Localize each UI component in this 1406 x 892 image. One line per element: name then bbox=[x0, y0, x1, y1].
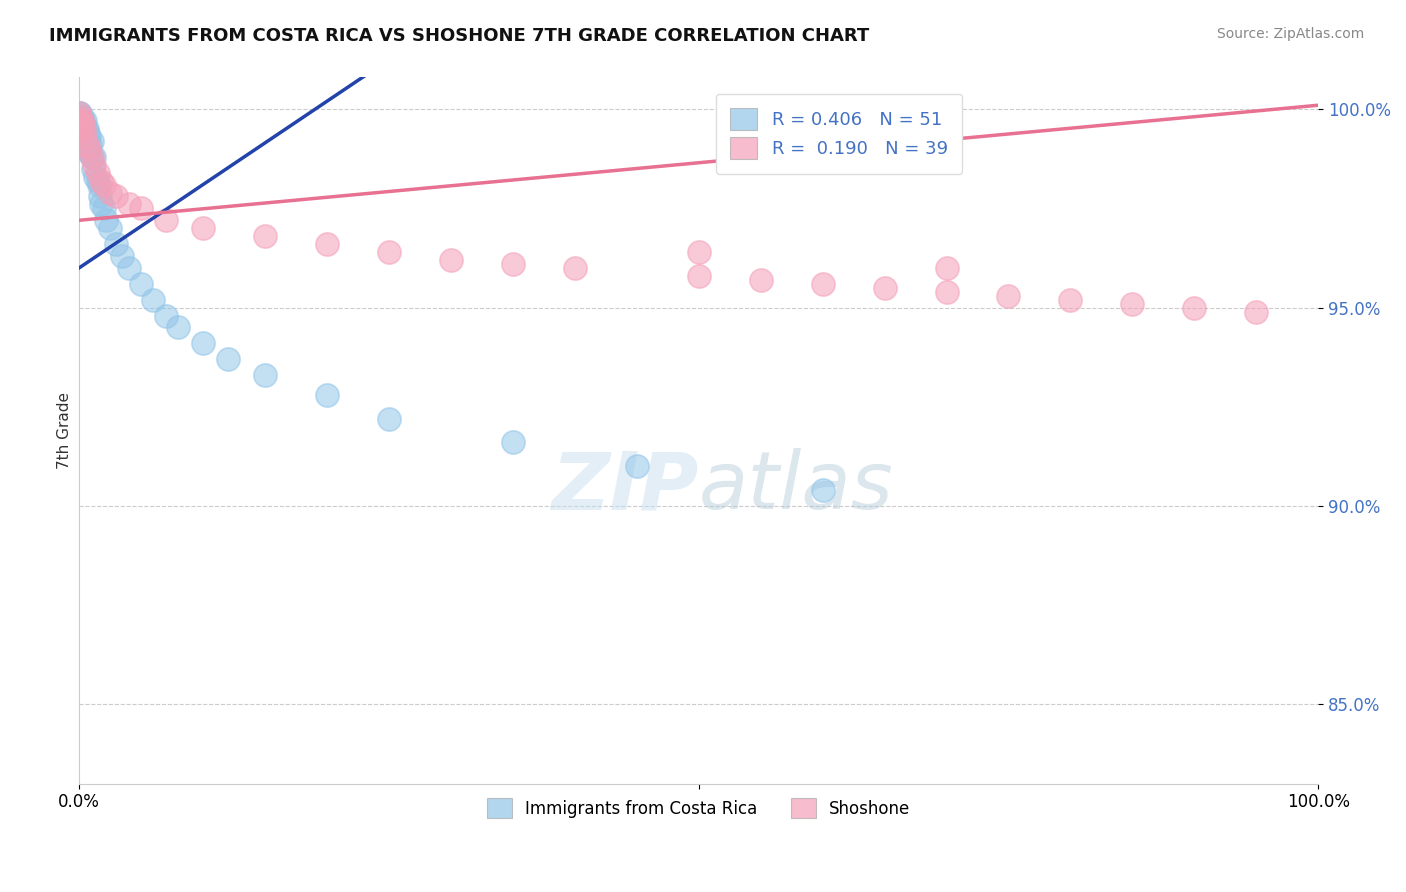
Legend: Immigrants from Costa Rica, Shoshone: Immigrants from Costa Rica, Shoshone bbox=[481, 791, 917, 825]
Point bbox=[1182, 301, 1205, 315]
Y-axis label: 7th Grade: 7th Grade bbox=[58, 392, 72, 469]
Point bbox=[1121, 296, 1143, 310]
Point bbox=[502, 257, 524, 271]
Text: atlas: atlas bbox=[699, 448, 893, 526]
Point bbox=[83, 158, 105, 172]
Point bbox=[76, 137, 98, 152]
Point bbox=[217, 352, 239, 367]
Point bbox=[105, 189, 128, 203]
Point bbox=[70, 110, 93, 124]
Point bbox=[564, 260, 586, 275]
Point bbox=[83, 150, 105, 164]
Point bbox=[67, 106, 90, 120]
Point bbox=[1246, 304, 1268, 318]
Point bbox=[440, 252, 463, 267]
Point bbox=[118, 197, 141, 211]
Text: ZIP: ZIP bbox=[551, 448, 699, 526]
Point bbox=[997, 288, 1019, 302]
Point bbox=[935, 285, 957, 299]
Point bbox=[96, 213, 118, 227]
Point bbox=[688, 268, 710, 283]
Point bbox=[811, 277, 834, 291]
Point bbox=[67, 126, 90, 140]
Point bbox=[935, 260, 957, 275]
Point bbox=[316, 388, 339, 402]
Point bbox=[89, 189, 111, 203]
Point bbox=[87, 178, 110, 192]
Point bbox=[378, 411, 401, 425]
Point bbox=[77, 145, 100, 160]
Point bbox=[72, 126, 94, 140]
Point bbox=[118, 260, 141, 275]
Point bbox=[67, 110, 90, 124]
Point bbox=[70, 114, 93, 128]
Point bbox=[67, 106, 90, 120]
Point bbox=[155, 309, 177, 323]
Point bbox=[253, 229, 276, 244]
Point bbox=[73, 118, 96, 132]
Point bbox=[70, 118, 93, 132]
Text: Source: ZipAtlas.com: Source: ZipAtlas.com bbox=[1216, 27, 1364, 41]
Point bbox=[76, 122, 98, 136]
Point bbox=[73, 130, 96, 145]
Point bbox=[75, 134, 97, 148]
Point bbox=[142, 293, 165, 307]
Point bbox=[90, 197, 112, 211]
Point bbox=[80, 150, 103, 164]
Point bbox=[98, 221, 121, 235]
Point bbox=[77, 142, 100, 156]
Point bbox=[70, 122, 93, 136]
Point bbox=[749, 273, 772, 287]
Point bbox=[626, 459, 648, 474]
Point bbox=[80, 134, 103, 148]
Point bbox=[93, 178, 115, 192]
Text: IMMIGRANTS FROM COSTA RICA VS SHOSHONE 7TH GRADE CORRELATION CHART: IMMIGRANTS FROM COSTA RICA VS SHOSHONE 7… bbox=[49, 27, 869, 45]
Point bbox=[191, 336, 214, 351]
Point bbox=[129, 277, 152, 291]
Point bbox=[80, 150, 103, 164]
Point bbox=[86, 173, 108, 187]
Point bbox=[86, 166, 108, 180]
Point bbox=[79, 137, 101, 152]
Point bbox=[688, 245, 710, 260]
Point bbox=[98, 186, 121, 200]
Point bbox=[67, 118, 90, 132]
Point bbox=[167, 320, 190, 334]
Point bbox=[502, 435, 524, 450]
Point bbox=[191, 221, 214, 235]
Point bbox=[69, 110, 91, 124]
Point bbox=[105, 237, 128, 252]
Point bbox=[72, 114, 94, 128]
Point bbox=[69, 114, 91, 128]
Point bbox=[93, 202, 115, 216]
Point bbox=[75, 122, 97, 136]
Point bbox=[67, 110, 90, 124]
Point bbox=[873, 281, 896, 295]
Point bbox=[1059, 293, 1081, 307]
Point bbox=[76, 137, 98, 152]
Point bbox=[253, 368, 276, 382]
Point bbox=[76, 126, 98, 140]
Point bbox=[77, 130, 100, 145]
Point bbox=[75, 114, 97, 128]
Point bbox=[73, 122, 96, 136]
Point bbox=[378, 245, 401, 260]
Point bbox=[72, 118, 94, 132]
Point bbox=[75, 130, 97, 145]
Point bbox=[67, 114, 90, 128]
Point bbox=[316, 237, 339, 252]
Point bbox=[111, 249, 134, 263]
Point bbox=[84, 169, 107, 184]
Point bbox=[129, 202, 152, 216]
Point bbox=[82, 161, 104, 176]
Point bbox=[76, 142, 98, 156]
Point bbox=[811, 483, 834, 497]
Point bbox=[67, 114, 90, 128]
Point bbox=[69, 106, 91, 120]
Point bbox=[155, 213, 177, 227]
Point bbox=[90, 173, 112, 187]
